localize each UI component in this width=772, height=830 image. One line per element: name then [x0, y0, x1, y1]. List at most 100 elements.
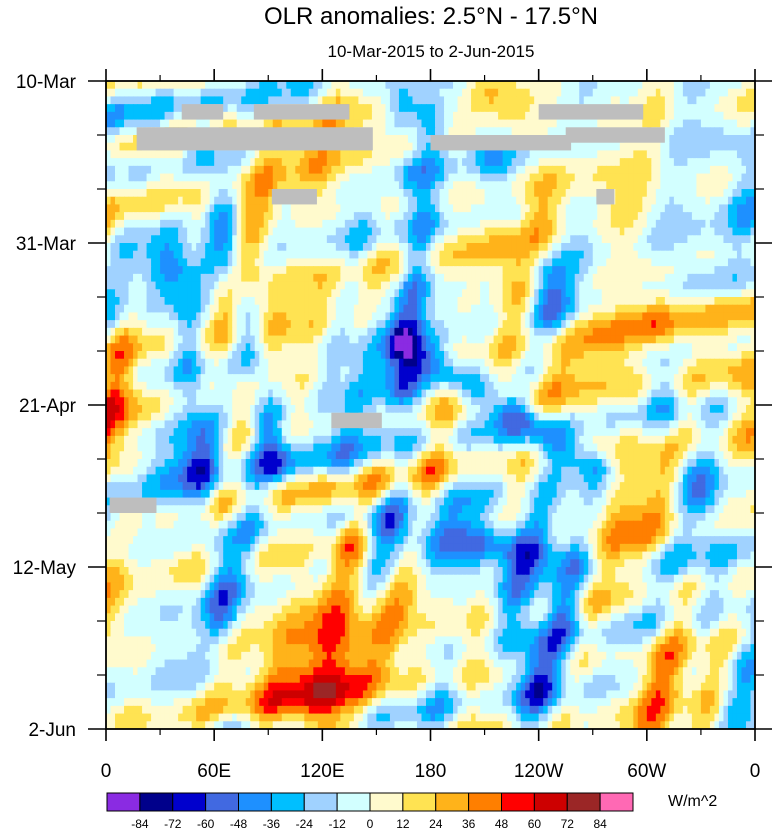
anomaly-cell — [493, 158, 499, 167]
anomaly-cell — [466, 327, 472, 337]
anomaly-cell — [353, 227, 359, 236]
anomaly-cell — [128, 189, 134, 198]
anomaly-cell — [547, 219, 553, 229]
anomaly-cell — [362, 335, 369, 344]
anomaly-cell — [169, 196, 175, 206]
anomaly-cell — [538, 189, 544, 198]
anomaly-cell — [340, 258, 346, 267]
anomaly-cell — [169, 227, 175, 236]
anomaly-cell — [353, 96, 359, 105]
anomaly-cell — [146, 104, 152, 113]
anomaly-cell — [385, 111, 391, 121]
anomaly-cell — [651, 266, 657, 275]
anomaly-cell — [385, 289, 391, 298]
anomaly-cell — [389, 243, 396, 252]
anomaly-cell — [385, 250, 391, 260]
anomaly-cell — [466, 119, 472, 128]
anomaly-cell — [673, 165, 679, 175]
anomaly-cell — [642, 227, 648, 236]
anomaly-cell — [317, 81, 323, 90]
anomaly-cell — [155, 88, 161, 98]
anomaly-cell — [160, 196, 166, 206]
anomaly-cell — [313, 158, 319, 167]
anomaly-cell — [367, 196, 373, 206]
anomaly-cell — [317, 165, 323, 175]
anomaly-cell — [241, 219, 247, 229]
anomaly-cell — [696, 104, 702, 113]
anomaly-cell — [435, 281, 441, 290]
anomaly-cell — [286, 258, 292, 267]
anomaly-cell — [606, 297, 612, 306]
anomaly-cell — [335, 235, 341, 244]
anomaly-cell — [160, 304, 166, 314]
anomaly-cell — [106, 189, 112, 198]
anomaly-cell — [700, 304, 707, 314]
anomaly-cell — [705, 204, 711, 213]
anomaly-cell — [669, 304, 675, 314]
anomaly-cell — [245, 96, 251, 105]
anomaly-cell — [412, 119, 418, 128]
anomaly-cell — [380, 235, 387, 244]
anomaly-cell — [110, 204, 116, 213]
anomaly-cell — [493, 243, 499, 252]
anomaly-cell — [299, 181, 305, 190]
anomaly-cell — [403, 281, 409, 290]
anomaly-cell — [718, 327, 725, 337]
anomaly-cell — [106, 297, 112, 306]
anomaly-cell — [727, 158, 734, 167]
anomaly-cell — [682, 327, 688, 337]
anomaly-cell — [691, 127, 698, 136]
anomaly-cell — [200, 273, 206, 283]
anomaly-cell — [664, 219, 670, 229]
anomaly-cell — [538, 297, 544, 306]
anomaly-cell — [412, 235, 418, 244]
anomaly-cell — [565, 266, 571, 275]
anomaly-cell — [588, 119, 594, 128]
anomaly-cell — [624, 81, 630, 90]
anomaly-cell — [511, 289, 517, 298]
anomaly-cell — [317, 196, 323, 206]
anomaly-cell — [205, 289, 211, 298]
anomaly-cell — [579, 81, 585, 90]
anomaly-cell — [664, 312, 670, 321]
anomaly-cell — [367, 227, 373, 236]
anomaly-cell — [205, 281, 211, 290]
anomaly-cell — [349, 243, 355, 252]
anomaly-cell — [682, 258, 688, 267]
anomaly-cell — [556, 266, 562, 275]
anomaly-cell — [660, 142, 666, 152]
anomaly-cell — [331, 158, 337, 167]
anomaly-cell — [502, 127, 508, 136]
anomaly-cell — [223, 343, 229, 352]
anomaly-cell — [637, 258, 643, 267]
anomaly-cell — [480, 150, 486, 159]
anomaly-cell — [633, 312, 639, 321]
anomaly-cell — [552, 304, 558, 314]
anomaly-cell — [574, 335, 580, 344]
anomaly-cell — [412, 135, 418, 144]
anomaly-cell — [457, 181, 463, 190]
anomaly-cell — [601, 204, 607, 213]
anomaly-cell — [169, 150, 175, 159]
anomaly-cell — [633, 119, 639, 128]
anomaly-cell — [502, 335, 508, 344]
anomaly-cell — [142, 81, 148, 90]
anomaly-cell — [475, 266, 481, 275]
anomaly-cell — [151, 204, 157, 213]
anomaly-cell — [444, 320, 450, 329]
anomaly-cell — [106, 173, 112, 182]
anomaly-cell — [502, 204, 508, 213]
anomaly-cell — [349, 119, 355, 128]
anomaly-cell — [254, 281, 260, 290]
anomaly-cell — [322, 273, 328, 283]
anomaly-cell — [489, 281, 495, 290]
anomaly-cell — [642, 212, 648, 221]
anomaly-cell — [151, 104, 157, 113]
anomaly-cell — [164, 327, 170, 337]
anomaly-cell — [227, 250, 233, 260]
anomaly-cell — [498, 181, 504, 190]
anomaly-cell — [583, 258, 589, 267]
anomaly-cell — [164, 312, 170, 321]
anomaly-cell — [543, 158, 549, 167]
anomaly-cell — [259, 158, 265, 167]
